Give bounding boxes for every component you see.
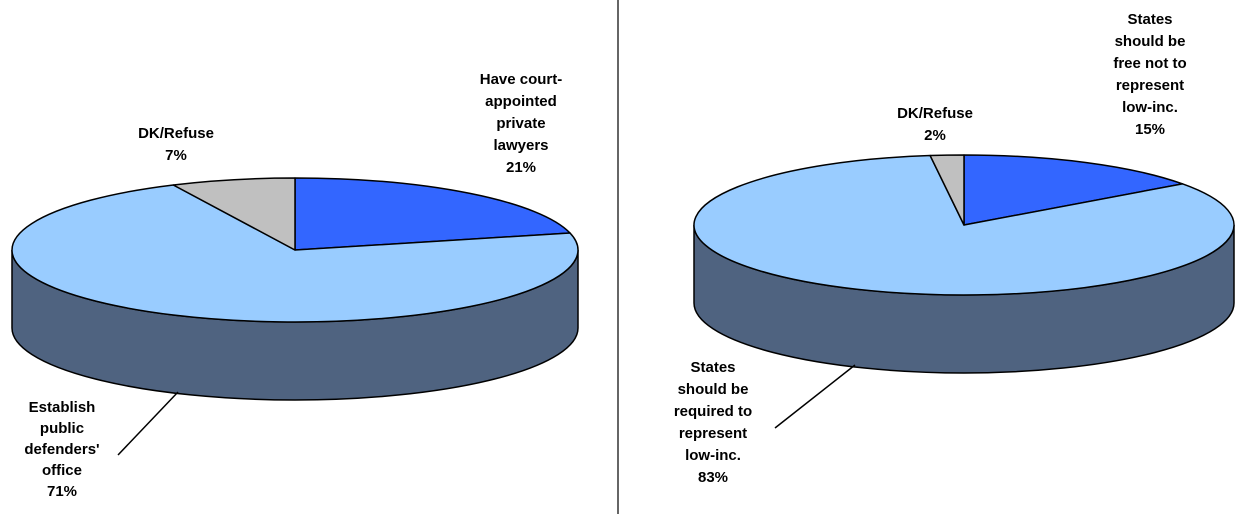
pie-chart-left: Have court-appointed private lawyers 21% Est… bbox=[11, 71, 579, 500]
slice-percent-1: 83% bbox=[698, 469, 728, 486]
pie-slice-1 bbox=[11, 184, 579, 323]
slice-label-0: States should be free not to represent low-i… bbox=[1113, 11, 1186, 116]
slice-percent-1: 71% bbox=[47, 483, 77, 500]
leader-line bbox=[774, 364, 856, 429]
slice-label-2: DK/Refuse bbox=[897, 105, 973, 122]
slice-percent-0: 15% bbox=[1135, 121, 1165, 138]
pie-slice-0 bbox=[294, 177, 571, 251]
slice-percent-0: 21% bbox=[506, 159, 536, 176]
leader-line bbox=[117, 391, 179, 456]
pie-chart-right: States should be free not to represent low-i… bbox=[674, 11, 1235, 486]
slice-label-1: Establish public defenders' office bbox=[24, 399, 99, 479]
slice-percent-2: 2% bbox=[924, 127, 946, 144]
slice-percent-2: 7% bbox=[165, 147, 187, 164]
slice-label-2: DK/Refuse bbox=[138, 125, 214, 142]
pie-slice-2 bbox=[172, 177, 296, 251]
pie-slice-0 bbox=[963, 154, 1184, 226]
pie-slice-2 bbox=[929, 154, 965, 226]
slice-label-0: Have court-appointed private lawyers bbox=[480, 71, 563, 154]
slice-label-1: States should be required to represent low-i… bbox=[674, 359, 752, 464]
